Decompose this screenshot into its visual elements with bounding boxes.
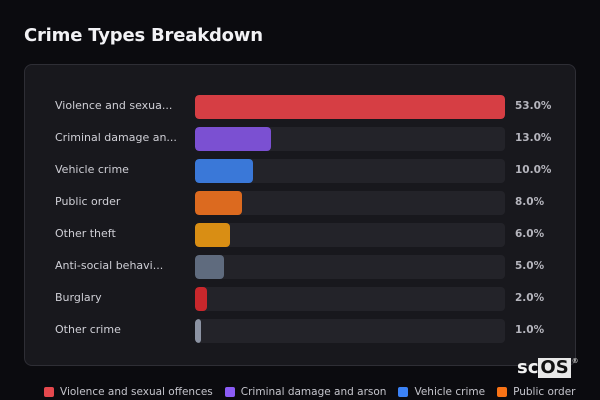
bar-value-label: 1.0% xyxy=(515,324,545,336)
scos-watermark-logo: sc OS ® xyxy=(517,357,579,378)
bar-label: Criminal damage an... xyxy=(55,131,177,144)
bar-track xyxy=(195,287,505,311)
bar-track xyxy=(195,319,505,343)
bar-fill[interactable] xyxy=(195,287,207,311)
watermark-os: OS xyxy=(538,357,571,378)
bar-value-label: 2.0% xyxy=(515,292,545,304)
watermark-sc: sc xyxy=(517,357,539,378)
bar-row[interactable]: Criminal damage an... 13.0% xyxy=(25,127,575,151)
bar-fill[interactable] xyxy=(195,127,272,151)
bar-label: Vehicle crime xyxy=(55,163,129,176)
legend-swatch-icon xyxy=(497,387,508,397)
bar-row[interactable]: Burglary 2.0% xyxy=(25,287,575,311)
chart-panel: Violence and sexua... 53.0% Criminal damag… xyxy=(24,64,576,366)
bar-track xyxy=(195,95,505,119)
bar-label: Other crime xyxy=(55,323,121,336)
bar-fill[interactable] xyxy=(195,223,231,247)
legend-label: Violence and sexual offences xyxy=(60,386,213,398)
legend-swatch-icon xyxy=(44,387,54,397)
bar-value-label: 13.0% xyxy=(515,132,552,144)
bar-fill[interactable] xyxy=(195,255,225,279)
bar-value-label: 6.0% xyxy=(515,228,545,240)
bar-track xyxy=(195,223,505,247)
legend-label: Public order xyxy=(513,386,576,398)
bar-label: Anti-social behavi... xyxy=(55,259,164,272)
bar-track xyxy=(195,255,505,279)
bar-track xyxy=(195,159,505,183)
legend-item[interactable]: Criminal damage and arson xyxy=(224,386,387,398)
legend-label: Vehicle crime xyxy=(414,386,486,398)
bar-track xyxy=(195,191,505,215)
bar-track xyxy=(195,127,505,151)
chart-legend: Violence and sexual offences Criminal dam… xyxy=(44,386,575,398)
bar-fill[interactable] xyxy=(195,191,242,215)
legend-label: Criminal damage and arson xyxy=(240,386,387,398)
bar-row[interactable]: Violence and sexua... 53.0% xyxy=(25,95,575,119)
bar-row[interactable]: Vehicle crime 10.0% xyxy=(25,159,575,183)
chart-title: Crime Types Breakdown xyxy=(24,25,263,46)
legend-item[interactable]: Violence and sexual offences xyxy=(44,386,213,398)
legend-swatch-icon xyxy=(224,387,235,397)
bar-row[interactable]: Other crime 1.0% xyxy=(25,319,575,343)
legend-item[interactable]: Public order xyxy=(497,386,575,398)
registered-mark-icon: ® xyxy=(571,357,579,365)
legend-swatch-icon xyxy=(398,387,409,397)
bar-label: Burglary xyxy=(55,291,102,304)
bar-row[interactable]: Public order 8.0% xyxy=(25,191,575,215)
bar-fill[interactable] xyxy=(195,95,505,119)
bar-row[interactable]: Other theft 6.0% xyxy=(25,223,575,247)
bar-fill[interactable] xyxy=(195,319,201,343)
legend-item[interactable]: Vehicle crime xyxy=(398,386,485,398)
bar-label: Violence and sexua... xyxy=(55,99,173,112)
bar-label: Public order xyxy=(55,195,121,208)
bar-value-label: 5.0% xyxy=(515,260,545,272)
bar-row[interactable]: Anti-social behavi... 5.0% xyxy=(25,255,575,279)
bar-value-label: 8.0% xyxy=(515,196,545,208)
bar-label: Other theft xyxy=(55,227,116,240)
bar-value-label: 53.0% xyxy=(515,100,552,112)
bar-fill[interactable] xyxy=(195,159,254,183)
bar-value-label: 10.0% xyxy=(515,164,552,176)
